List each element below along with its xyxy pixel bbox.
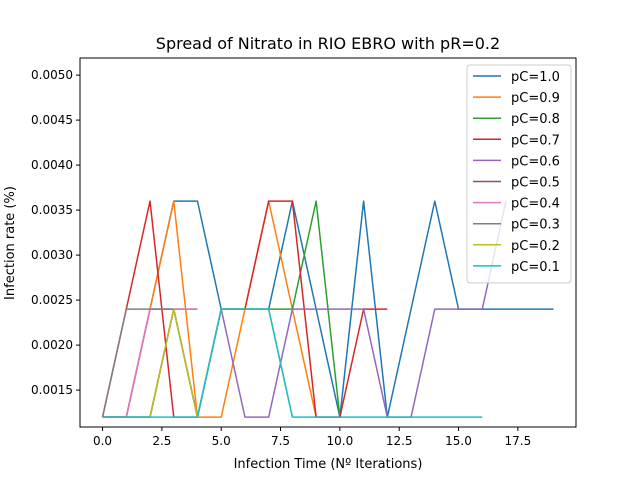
y-tick-label: 0.0050 (31, 68, 73, 82)
legend-label: pC=0.2 (511, 239, 560, 254)
legend-label: pC=0.9 (511, 91, 560, 106)
x-tick-label: 15.0 (445, 434, 472, 448)
x-tick-label: 12.5 (386, 434, 413, 448)
x-tick-label: 10.0 (327, 434, 354, 448)
series-line-9 (102, 308, 483, 418)
x-axis-label: Infection Time (Nº Iterations) (234, 457, 423, 472)
legend-label: pC=0.3 (511, 218, 560, 233)
x-tick-label: 7.5 (271, 434, 290, 448)
legend-label: pC=0.5 (511, 176, 560, 191)
y-axis-label: Infection rate (%) (3, 186, 18, 300)
y-tick-label: 0.0015 (31, 383, 73, 397)
legend-label: pC=0.4 (511, 197, 560, 212)
y-tick-label: 0.0030 (31, 248, 73, 262)
legend-label: pC=0.7 (511, 133, 560, 148)
plot-frame (79, 57, 577, 428)
x-axis: 0.0 2.5 5.0 7.5 10.0 12.5 15.0 17.5 (93, 427, 531, 448)
y-tick-label: 0.0040 (31, 158, 73, 172)
y-axis: 0.0015 0.0020 0.0025 0.0030 0.0035 0.0040 0.00… (31, 68, 80, 397)
legend-label: pC=1.0 (511, 70, 560, 85)
y-tick-label: 0.0020 (31, 338, 73, 352)
x-tick-label: 17.5 (504, 434, 531, 448)
y-tick-label: 0.0035 (31, 203, 73, 217)
x-tick-label: 0.0 (93, 434, 112, 448)
x-tick-label: 2.5 (152, 434, 171, 448)
legend-label: pC=0.6 (511, 154, 560, 169)
legend-label: pC=0.8 (511, 112, 560, 127)
x-tick-label: 5.0 (212, 434, 231, 448)
y-tick-label: 0.0025 (31, 293, 73, 307)
legend-box (466, 64, 572, 284)
y-tick-label: 0.0045 (31, 113, 73, 127)
legend-label: pC=0.1 (511, 260, 560, 275)
chart-title: Spread of Nitrato in RIO EBRO with pR=0.… (156, 34, 500, 53)
legend: pC=1.0 pC=0.9 pC=0.8 pC=0.7 pC=0.6 pC=0.5 pC=0… (466, 64, 572, 284)
